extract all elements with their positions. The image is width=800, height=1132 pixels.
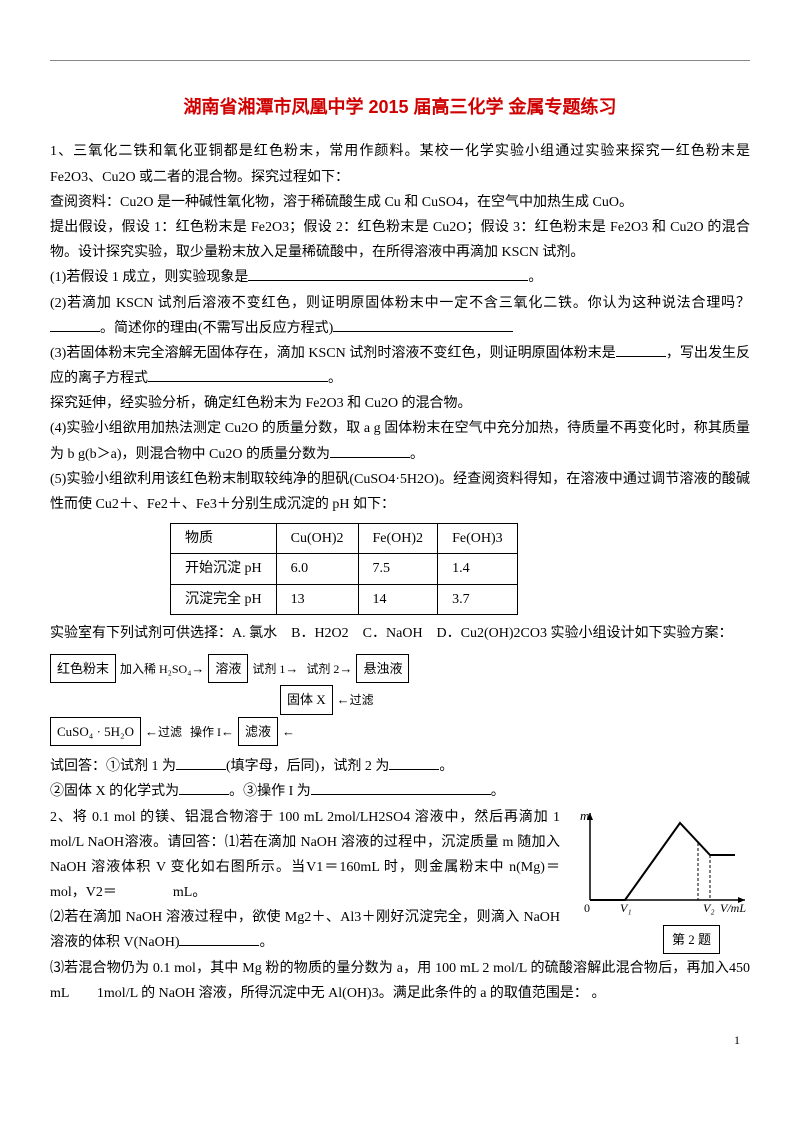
cell: 7.5 xyxy=(358,554,438,584)
flow-suspension: 悬浊液 xyxy=(356,654,409,683)
chart-x1: V₁ xyxy=(620,901,632,915)
chart-x2: V₂ xyxy=(703,901,715,915)
page-number: 1 xyxy=(50,1030,750,1052)
cell: 13 xyxy=(276,584,358,614)
p2-2c: 。 xyxy=(259,935,273,950)
problem-2-part3: ⑶若混合物仍为 0.1 mol，其中 Mg 粉的物质的量分数为 a，用 100 … xyxy=(50,956,750,1006)
p2-2a: ⑵若在滴加 NaOH 溶液过程中，欲使 Mg2＋、Al3＋刚好沉淀完全，则滴入 xyxy=(50,910,520,925)
fq1-c: 。 xyxy=(439,759,453,774)
paragraph-1: 1、三氧化二铁和氧化亚铜都是红色粉末，常用作颜料。某校一化学实验小组通过实验来探… xyxy=(50,139,750,189)
th-2: Fe(OH)2 xyxy=(358,524,438,554)
arrow-icon: 试剂 2→ xyxy=(302,657,356,681)
fq1-b: (填字母，后同)，试剂 2 为 xyxy=(226,759,389,774)
flow-filtrate: 滤液 xyxy=(238,717,278,746)
q2-text: (2)若滴加 KSCN 试剂后溶液不变红色，则证明原固体粉末中一定不含三氧化二铁… xyxy=(50,296,750,311)
table-header-row: 物质 Cu(OH)2 Fe(OH)2 Fe(OH)3 xyxy=(171,524,518,554)
arrow-icon: ←过滤 xyxy=(333,688,378,712)
question-1: (1)若假设 1 成立，则实验现象是 。 xyxy=(50,265,750,290)
cell: 14 xyxy=(358,584,438,614)
arrow-icon: ← xyxy=(278,720,299,743)
q3-text: (3)若固体粉末完全溶解无固体存在，滴加 KSCN 试剂时溶液不变红色，则证明原… xyxy=(50,346,616,361)
table-row: 沉淀完全 pH 13 14 3.7 xyxy=(171,584,518,614)
arrow-label: 试剂 1 xyxy=(252,662,285,676)
flow-cuso4: CuSO₄ · 5H₂O xyxy=(50,717,141,746)
arrow-label: 过滤 xyxy=(350,693,374,707)
cell: 1.4 xyxy=(438,554,518,584)
q1-end: 。 xyxy=(528,270,542,285)
flow-question-1: 试回答：①试剂 1 为 (填字母，后同)，试剂 2 为 。 xyxy=(50,754,750,779)
blank-2a xyxy=(50,317,100,332)
paragraph-ext: 探究延伸，经实验分析，确定红色粉末为 Fe2O3 和 Cu2O 的混合物。 xyxy=(50,391,750,416)
arrow-icon: 试剂 1→ xyxy=(248,657,302,681)
arrow-icon: 操作 I← xyxy=(186,720,238,744)
question-2: (2)若滴加 KSCN 试剂后溶液不变红色，则证明原固体粉末中一定不含三氧化二铁… xyxy=(50,291,750,341)
blank-vnaoh xyxy=(179,931,259,946)
figure-caption: 第 2 题 xyxy=(663,925,720,954)
blank-1 xyxy=(248,266,528,281)
flow-question-2: ②固体 X 的化学式为 。③操作 I 为 。 xyxy=(50,779,750,804)
arrow-icon: ←过滤 xyxy=(141,720,186,744)
flow-diagram: 红色粉末 加入稀 H₂SO₄→ 溶液 试剂 1→ 试剂 2→ 悬浊液 固体 X … xyxy=(50,654,750,746)
fq2-a: ②固体 X 的化学式为 xyxy=(50,784,179,799)
blank-3a xyxy=(616,342,666,357)
fq1-a: 试回答：①试剂 1 为 xyxy=(50,759,176,774)
cell: 开始沉淀 pH xyxy=(171,554,277,584)
q4-end: 。 xyxy=(410,447,424,462)
cell: 沉淀完全 pH xyxy=(171,584,277,614)
fq2-b: 。③操作 I 为 xyxy=(229,784,311,799)
arrow-label: 试剂 2 xyxy=(306,662,339,676)
cell: 3.7 xyxy=(438,584,518,614)
question-4: (4)实验小组欲用加热法测定 Cu2O 的质量分数，取 a g 固体粉末在空气中… xyxy=(50,416,750,466)
question-3: (3)若固体粉末完全溶解无固体存在，滴加 KSCN 试剂时溶液不变红色，则证明原… xyxy=(50,341,750,391)
fq2-c: 。 xyxy=(491,784,505,799)
arrow-label: 操作 I xyxy=(190,725,221,739)
question-5-intro: (5)实验小组欲利用该红色粉末制取较纯净的胆矾(CuSO4·5H2O)。经查阅资… xyxy=(50,467,750,517)
arrow-icon: 加入稀 H₂SO₄→ xyxy=(116,657,208,681)
cell: 6.0 xyxy=(276,554,358,584)
flow-solid-x: 固体 X xyxy=(280,685,333,714)
document-title: 湖南省湘潭市凤凰中学 2015 届高三化学 金属专题练习 xyxy=(50,91,750,123)
q3-end: 。 xyxy=(328,371,342,386)
th-3: Fe(OH)3 xyxy=(438,524,518,554)
table-row: 开始沉淀 pH 6.0 7.5 1.4 xyxy=(171,554,518,584)
flow-red-powder: 红色粉末 xyxy=(50,654,116,683)
flow-solution: 溶液 xyxy=(208,654,248,683)
blank-x xyxy=(179,780,229,795)
chart-x0: 0 xyxy=(584,901,590,915)
blank-op xyxy=(311,780,491,795)
q1-text: (1)若假设 1 成立，则实验现象是 xyxy=(50,270,248,285)
paragraph-2: 查阅资料：Cu2O 是一种碱性氧化物，溶于稀硫酸生成 Cu 和 CuSO4，在空… xyxy=(50,190,750,215)
arrow-label: 加入稀 H₂SO₄ xyxy=(120,662,191,676)
blank-2b xyxy=(333,317,513,332)
blank-3b xyxy=(148,367,328,382)
chart-ylabel: m xyxy=(580,808,589,823)
ph-table: 物质 Cu(OH)2 Fe(OH)2 Fe(OH)3 开始沉淀 pH 6.0 7… xyxy=(170,523,518,615)
reagent-options: 实验室有下列试剂可供选择：A. 氯水 B．H2O2 C．NaOH D．Cu2(O… xyxy=(50,621,750,646)
p2-3a: ⑶若混合物仍为 0.1 mol，其中 Mg 粉的物质的量分数为 a，用 100 … xyxy=(50,961,778,1001)
arrow-label: 过滤 xyxy=(158,725,182,739)
top-rule xyxy=(50,60,750,61)
blank-r1 xyxy=(176,755,226,770)
th-0: 物质 xyxy=(171,524,277,554)
paragraph-3: 提出假设，假设 1：红色粉末是 Fe2O3；假设 2：红色粉末是 Cu2O；假设… xyxy=(50,215,750,265)
chart-xlabel: V/mL xyxy=(720,901,746,915)
th-1: Cu(OH)2 xyxy=(276,524,358,554)
blank-r2 xyxy=(389,755,439,770)
q2-text2: 。简述你的理由(不需写出反应方程式) xyxy=(100,321,333,336)
blank-4 xyxy=(330,443,410,458)
p2-3b: 。 xyxy=(591,986,605,1001)
